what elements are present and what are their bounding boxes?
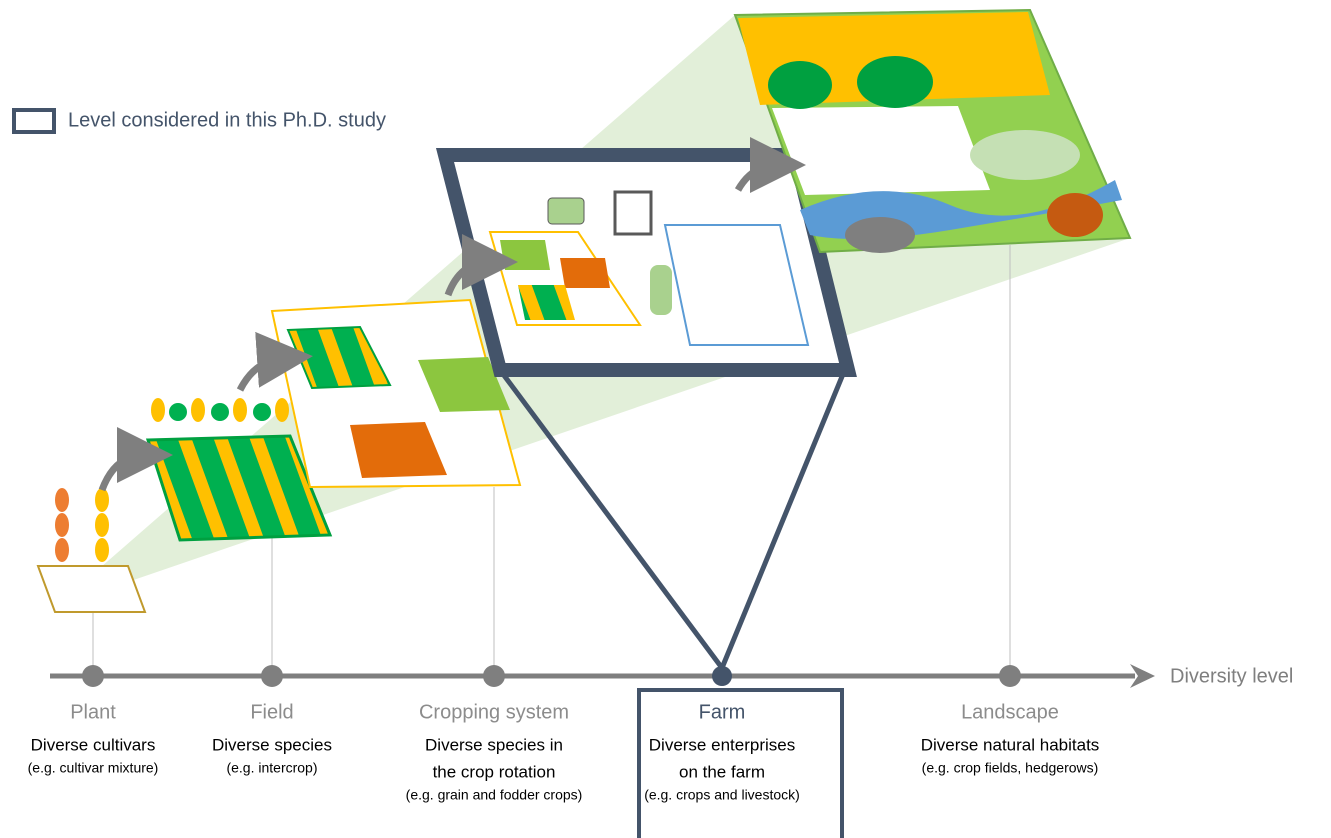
level-example: (e.g. grain and fodder crops): [406, 787, 583, 803]
diagram: Level considered in this Ph.D. study: [0, 0, 1331, 838]
level-example: (e.g. intercrop): [226, 760, 317, 776]
legend-text: Level considered in this Ph.D. study: [68, 109, 386, 131]
level-example: (e.g. crops and livestock): [644, 787, 800, 803]
level-dot: [999, 665, 1021, 687]
level-name: Farm: [699, 701, 746, 723]
level-name: Landscape: [961, 701, 1059, 723]
level-name: Field: [250, 701, 293, 723]
level-description: the crop rotation: [433, 762, 556, 781]
axis-label: Diversity level: [1170, 665, 1293, 687]
level-dot: [261, 665, 283, 687]
level-name: Cropping system: [419, 701, 569, 723]
level-name: Plant: [70, 701, 116, 723]
levels: Plant Diverse cultivars (e.g. cultivar mix…: [28, 665, 1100, 803]
level-dot: [82, 665, 104, 687]
level-description: Diverse natural habitats: [921, 735, 1100, 754]
level-example: (e.g. crop fields, hedgerows): [922, 760, 1099, 776]
level-dot: [483, 665, 505, 687]
legend-swatch: [14, 110, 54, 132]
level-description: on the farm: [679, 762, 765, 781]
level-example: (e.g. cultivar mixture): [28, 760, 159, 776]
level-description: Diverse enterprises: [649, 735, 795, 754]
level-description: Diverse species in: [425, 735, 563, 754]
level-description: Diverse species: [212, 735, 332, 754]
level-description: Diverse cultivars: [31, 735, 156, 754]
level-dot: [712, 666, 732, 686]
